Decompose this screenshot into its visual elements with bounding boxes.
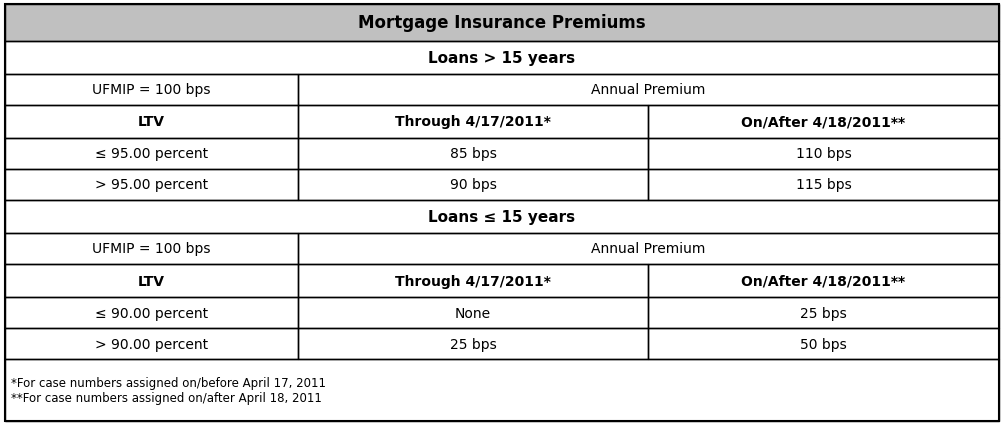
Bar	[648, 297, 998, 328]
Bar	[5, 264, 298, 297]
Bar	[648, 170, 998, 200]
Text: 115 bps: 115 bps	[795, 178, 851, 192]
Text: 50 bps: 50 bps	[799, 337, 847, 351]
Bar	[5, 41, 998, 75]
Bar	[648, 328, 998, 359]
Bar	[648, 328, 998, 359]
Bar	[648, 297, 998, 328]
Bar	[298, 328, 648, 359]
Text: UFMIP = 100 bps: UFMIP = 100 bps	[92, 242, 211, 256]
Bar	[5, 41, 998, 75]
Bar	[298, 138, 648, 170]
Text: Annual Premium: Annual Premium	[591, 83, 705, 97]
Bar	[5, 328, 298, 359]
Bar	[5, 359, 998, 421]
Text: 85 bps: 85 bps	[449, 147, 496, 161]
Bar	[298, 75, 998, 105]
Bar	[298, 170, 648, 200]
Bar	[648, 138, 998, 170]
Bar	[5, 105, 298, 138]
Text: Through 4/17/2011*: Through 4/17/2011*	[395, 115, 551, 129]
Bar	[5, 233, 298, 264]
Bar	[5, 328, 298, 359]
Bar	[5, 75, 298, 105]
Text: 110 bps: 110 bps	[795, 147, 851, 161]
Text: UFMIP = 100 bps: UFMIP = 100 bps	[92, 83, 211, 97]
Bar	[5, 75, 298, 105]
Bar	[648, 138, 998, 170]
Bar	[5, 200, 998, 233]
Text: Loans > 15 years: Loans > 15 years	[428, 50, 575, 66]
Bar	[298, 105, 648, 138]
Bar	[5, 5, 998, 41]
Bar	[298, 264, 648, 297]
Bar	[5, 5, 998, 41]
Bar	[5, 264, 298, 297]
Bar	[5, 200, 998, 233]
Bar	[298, 328, 648, 359]
Bar	[648, 105, 998, 138]
Bar	[5, 138, 298, 170]
Bar	[5, 170, 298, 200]
Bar	[298, 75, 998, 105]
Text: LTV: LTV	[138, 274, 164, 288]
Bar	[5, 297, 298, 328]
Bar	[5, 105, 298, 138]
Text: On/After 4/18/2011**: On/After 4/18/2011**	[741, 274, 905, 288]
Bar	[298, 105, 648, 138]
Bar	[298, 233, 998, 264]
Bar	[5, 233, 298, 264]
Bar	[5, 359, 998, 421]
Text: Through 4/17/2011*: Through 4/17/2011*	[395, 274, 551, 288]
Bar	[298, 297, 648, 328]
Bar	[298, 138, 648, 170]
Text: None: None	[454, 306, 490, 320]
Text: > 90.00 percent: > 90.00 percent	[95, 337, 208, 351]
Text: *For case numbers assigned on/before April 17, 2011
**For case numbers assigned : *For case numbers assigned on/before Apr…	[11, 376, 326, 404]
Text: 25 bps: 25 bps	[799, 306, 847, 320]
Bar	[5, 297, 298, 328]
Text: 90 bps: 90 bps	[449, 178, 496, 192]
Bar	[298, 297, 648, 328]
Text: Mortgage Insurance Premiums: Mortgage Insurance Premiums	[358, 14, 645, 32]
Bar	[5, 138, 298, 170]
Text: ≤ 95.00 percent: ≤ 95.00 percent	[95, 147, 208, 161]
Text: ≤ 90.00 percent: ≤ 90.00 percent	[95, 306, 208, 320]
Bar	[5, 170, 298, 200]
Text: Loans ≤ 15 years: Loans ≤ 15 years	[428, 210, 575, 225]
Bar	[298, 170, 648, 200]
Bar	[648, 264, 998, 297]
Text: LTV: LTV	[138, 115, 164, 129]
Bar	[298, 264, 648, 297]
Text: On/After 4/18/2011**: On/After 4/18/2011**	[741, 115, 905, 129]
Bar	[648, 264, 998, 297]
Text: Annual Premium: Annual Premium	[591, 242, 705, 256]
Text: > 95.00 percent: > 95.00 percent	[95, 178, 208, 192]
Bar	[648, 105, 998, 138]
Bar	[298, 233, 998, 264]
Text: 25 bps: 25 bps	[449, 337, 496, 351]
Bar	[648, 170, 998, 200]
